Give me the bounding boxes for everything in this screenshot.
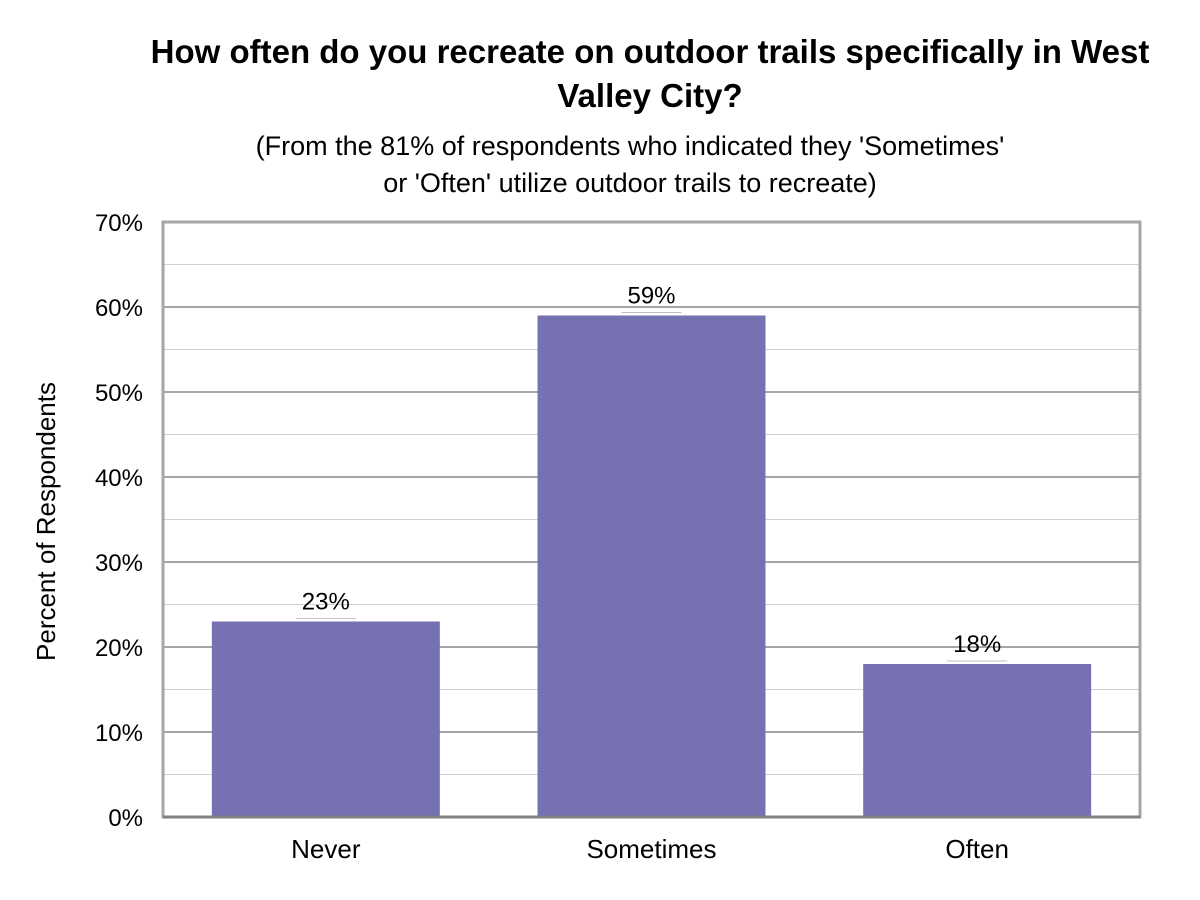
y-tick-label: 60% xyxy=(95,295,143,322)
chart-title: How often do you recreate on outdoor tra… xyxy=(150,33,1150,114)
x-axis-ticks: Never Sometimes Often xyxy=(291,834,1009,864)
chart-subtitle: (From the 81% of respondents who indicat… xyxy=(100,128,1160,202)
data-label-sometimes: 59% xyxy=(627,283,675,310)
data-label-never: 23% xyxy=(302,589,350,616)
bar-never xyxy=(211,621,440,817)
y-tick-label: 10% xyxy=(95,720,143,747)
y-tick-label: 30% xyxy=(95,550,143,577)
bar-sometimes xyxy=(537,315,766,817)
x-tick-label-never: Never xyxy=(291,834,361,864)
y-axis-ticks: 0% 10% 20% 30% 40% 50% 60% 70% xyxy=(95,210,143,832)
y-tick-label: 40% xyxy=(95,465,143,492)
bars xyxy=(211,315,1092,817)
data-label-often: 18% xyxy=(953,631,1001,658)
x-tick-label-often: Often xyxy=(945,834,1009,864)
y-tick-label: 20% xyxy=(95,635,143,662)
y-tick-label: 50% xyxy=(95,380,143,407)
y-axis-title: Percent of Respondents xyxy=(31,382,61,661)
subtitle-line-2: or 'Often' utilize outdoor trails to rec… xyxy=(383,168,877,198)
y-tick-label: 0% xyxy=(108,805,143,832)
y-tick-label: 70% xyxy=(95,210,143,237)
subtitle-line-1: (From the 81% of respondents who indicat… xyxy=(255,131,1005,161)
x-tick-label-sometimes: Sometimes xyxy=(586,834,716,864)
data-labels: 23% 59% 18% xyxy=(295,283,1008,662)
bar-often xyxy=(863,664,1092,817)
